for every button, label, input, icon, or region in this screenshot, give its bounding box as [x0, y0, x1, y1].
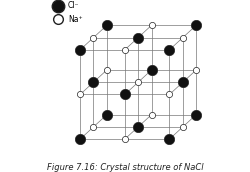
Point [194, 24, 198, 27]
Point [150, 24, 154, 27]
Point [194, 113, 198, 116]
Point [181, 36, 185, 39]
Point [105, 69, 109, 71]
Point [105, 24, 109, 27]
Point [136, 36, 140, 39]
Point [168, 49, 172, 51]
Point [181, 81, 185, 84]
Point [181, 126, 185, 128]
Point [123, 49, 127, 51]
Point [123, 93, 127, 96]
Point [123, 138, 127, 141]
Point [78, 49, 82, 51]
Point [136, 81, 140, 84]
Point [92, 126, 96, 128]
Point [105, 113, 109, 116]
Point [194, 69, 198, 71]
Point [78, 138, 82, 141]
Point [150, 69, 154, 71]
Point [150, 113, 154, 116]
Text: Figure 7.16: Crystal structure of NaCl: Figure 7.16: Crystal structure of NaCl [47, 163, 203, 172]
Point [168, 138, 172, 141]
Point [92, 81, 96, 84]
Point [136, 126, 140, 128]
Point [92, 36, 96, 39]
Point [78, 93, 82, 96]
Point [168, 93, 172, 96]
Legend: Cl⁻, Na⁺: Cl⁻, Na⁺ [50, 2, 82, 24]
